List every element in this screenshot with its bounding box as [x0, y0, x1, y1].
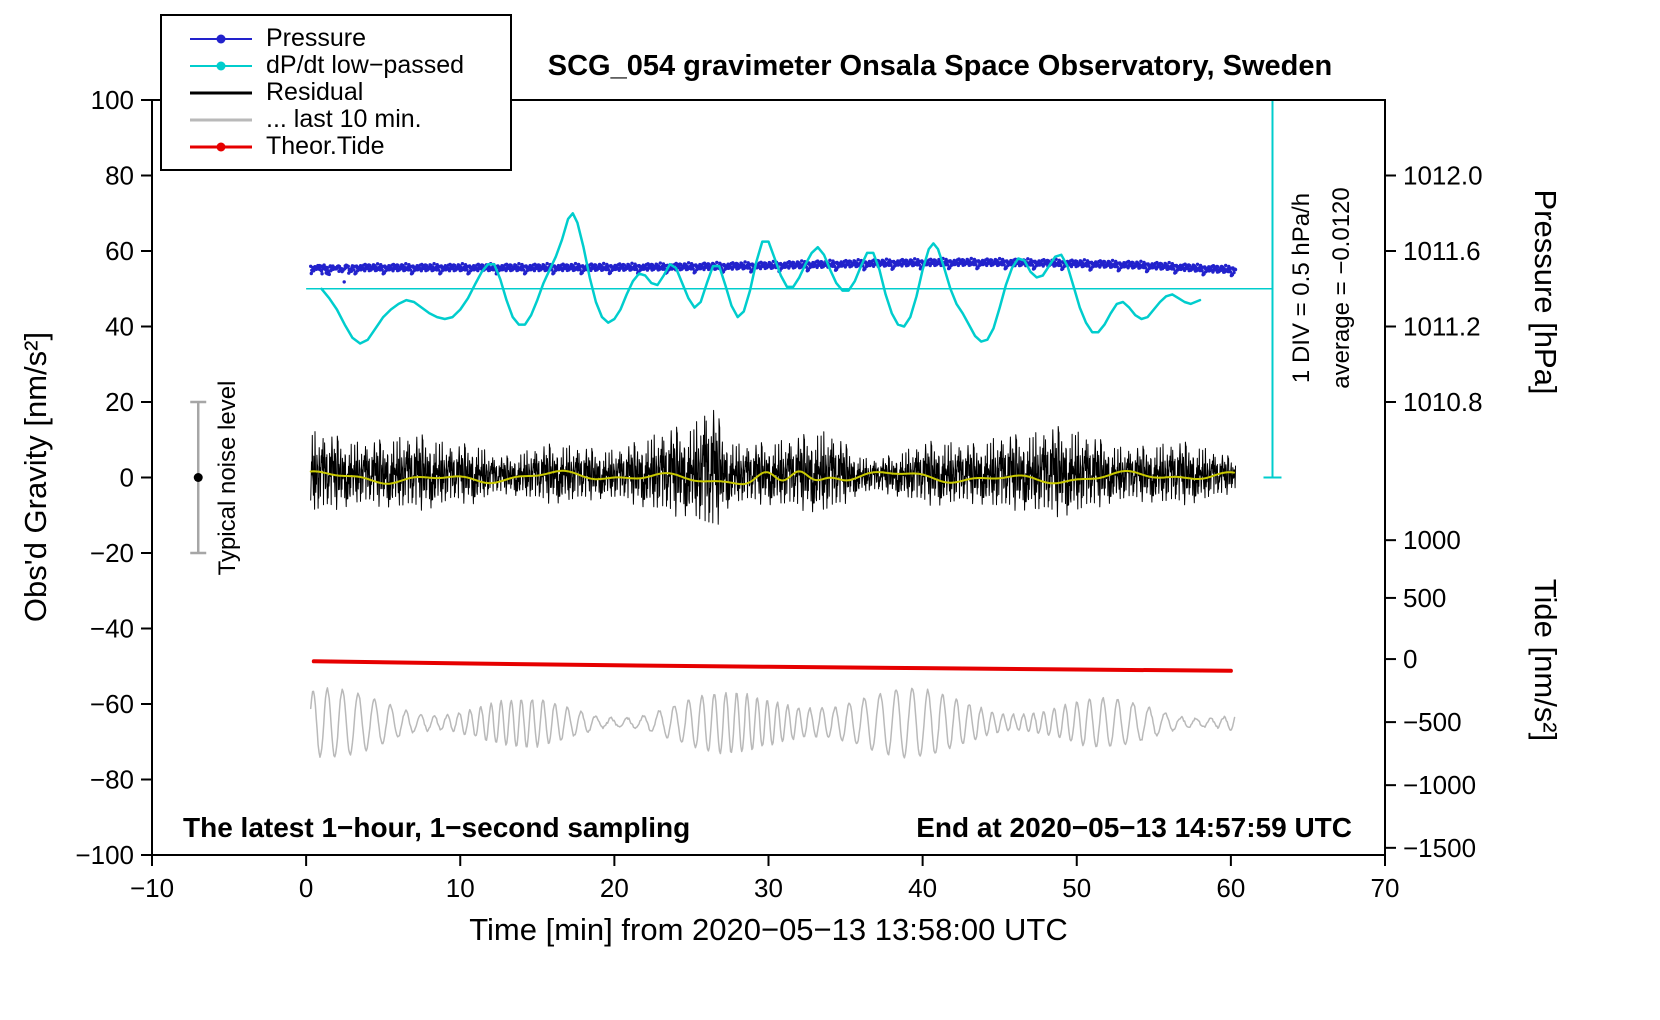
noise-level-label: Typical noise level [214, 380, 241, 576]
y-tick-label: 80 [105, 161, 134, 191]
legend-item-dpdt: dP/dt low−passed [190, 51, 510, 79]
series-residual-low-passed [309, 469, 1235, 486]
pressure-tick-label: 1011.2 [1403, 312, 1481, 342]
x-tick-label: 20 [600, 873, 629, 903]
pressure-tick-label: 1012.0 [1403, 161, 1483, 191]
y-tick-label: 0 [120, 463, 134, 493]
y-tick-label: 100 [91, 85, 134, 115]
legend-item-pressure: Pressure [190, 24, 510, 52]
end-time-note: End at 2020−05−13 14:57:59 UTC [916, 812, 1352, 843]
y-tick-label: −40 [90, 614, 134, 644]
x-tick-label: 60 [1216, 873, 1245, 903]
y-tick-label: 40 [105, 312, 134, 342]
div-scale-label: 1 DIV = 0.5 hPa/h [1288, 192, 1315, 384]
legend-label: ... last 10 min. [266, 105, 422, 133]
legend-label: dP/dt low−passed [266, 51, 465, 79]
tide-tick-label: −1500 [1403, 833, 1476, 863]
series-dp-dt-low-passed [320, 212, 1202, 345]
legend: Pressure dP/dt low−passed Residual ... l… [160, 14, 512, 171]
pressure-line-icon [190, 32, 252, 46]
noise-level-dot [193, 473, 203, 482]
y-axis-label-pressure: Pressure [hPa] [1528, 189, 1563, 395]
legend-item-last10min: ... last 10 min. [190, 105, 510, 133]
residual-line-icon [190, 86, 252, 100]
pressure-tick-label: 1010.8 [1403, 387, 1483, 417]
series-theor-tide [311, 659, 1233, 673]
legend-item-tide: Theor.Tide [190, 132, 510, 160]
chart-title: SCG_054 gravimeter Onsala Space Observat… [547, 50, 1333, 82]
y-tick-label: −20 [90, 538, 134, 568]
y-tick-label: 60 [105, 236, 134, 266]
y-tick-label: −80 [90, 765, 134, 795]
y-axis-label-tide: Tide [nm/s²] [1528, 578, 1563, 742]
x-axis-label: Time [min] from 2020−05−13 13:58:00 UTC [469, 912, 1068, 947]
y-axis-label-gravity: Obs'd Gravity [nm/s²] [18, 331, 53, 623]
series-residual [310, 409, 1236, 525]
x-tick-label: 50 [1062, 873, 1091, 903]
tide-tick-label: −1000 [1403, 770, 1476, 800]
legend-label: Pressure [266, 24, 367, 52]
tide-line-icon [190, 140, 252, 154]
last10min-line-icon [190, 113, 252, 127]
x-tick-label: 30 [754, 873, 783, 903]
tide-tick-label: −500 [1403, 707, 1462, 737]
dpdt-line-icon [190, 59, 252, 73]
y-tick-label: −100 [75, 840, 134, 870]
x-tick-label: −10 [130, 873, 174, 903]
average-label: average = −0.0120 [1328, 187, 1355, 389]
y-tick-label: −60 [90, 689, 134, 719]
pressure-tick-label: 1011.6 [1403, 236, 1481, 266]
legend-item-residual: Residual [190, 78, 510, 106]
legend-label: Residual [266, 78, 364, 106]
tide-tick-label: 0 [1403, 644, 1417, 674]
legend-label: Theor.Tide [266, 132, 385, 160]
x-tick-label: 0 [299, 873, 313, 903]
sampling-note: The latest 1−hour, 1−second sampling [183, 812, 691, 843]
x-tick-label: 70 [1371, 873, 1400, 903]
series-last-10-min [309, 687, 1236, 759]
y-tick-label: 20 [105, 387, 134, 417]
x-tick-label: 40 [908, 873, 937, 903]
series-pressure [309, 256, 1238, 284]
x-tick-label: 10 [446, 873, 475, 903]
tide-tick-label: 500 [1403, 583, 1446, 613]
tide-tick-label: 1000 [1403, 525, 1461, 555]
